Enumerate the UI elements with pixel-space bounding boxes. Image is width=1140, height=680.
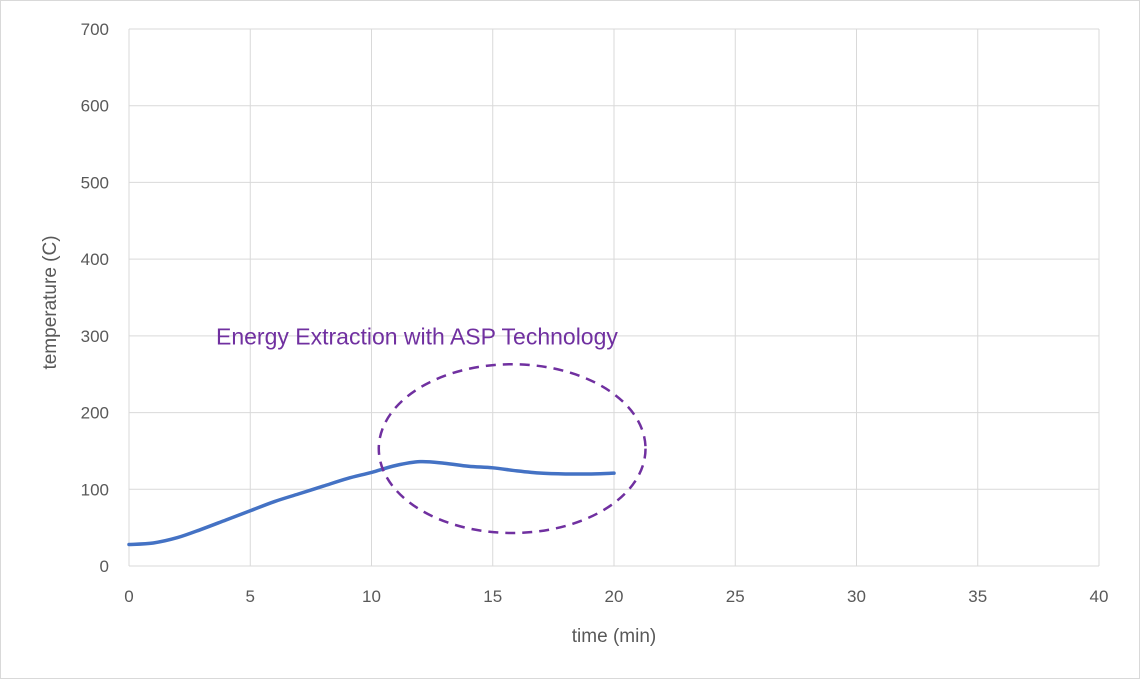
x-axis-tick-labels: 0 5 10 15 20 25 30 35 40: [124, 587, 1108, 606]
x-tick-label: 15: [483, 587, 502, 606]
y-tick-label: 100: [81, 480, 109, 499]
y-axis-tick-labels: 0 100 200 300 400 500 600 700: [81, 20, 109, 576]
annotation-label: Energy Extraction with ASP Technology: [216, 324, 618, 350]
y-tick-label: 700: [81, 20, 109, 39]
vertical-gridlines: [128, 29, 1100, 566]
y-tick-label: 400: [81, 250, 109, 269]
x-tick-label: 0: [124, 587, 133, 606]
series-layer: [127, 459, 616, 547]
annotation-layer: Energy Extraction with ASP Technology: [216, 324, 647, 535]
y-axis-title: temperature (C): [40, 235, 61, 369]
x-tick-label: 35: [968, 587, 987, 606]
x-tick-label: 25: [726, 587, 745, 606]
x-tick-label: 10: [362, 587, 381, 606]
x-axis-title: time (min): [572, 626, 656, 647]
x-tick-label: 30: [847, 587, 866, 606]
y-tick-label: 200: [81, 404, 109, 423]
series-line-0: [127, 459, 616, 547]
y-tick-label: 500: [81, 173, 109, 192]
y-tick-label: 0: [100, 557, 109, 576]
horizontal-gridlines: [129, 28, 1099, 567]
x-tick-label: 40: [1090, 587, 1109, 606]
x-tick-label: 5: [246, 587, 255, 606]
x-tick-label: 20: [605, 587, 624, 606]
y-tick-label: 300: [81, 327, 109, 346]
annotation-ellipse: [377, 362, 647, 535]
y-tick-label: 600: [81, 97, 109, 116]
